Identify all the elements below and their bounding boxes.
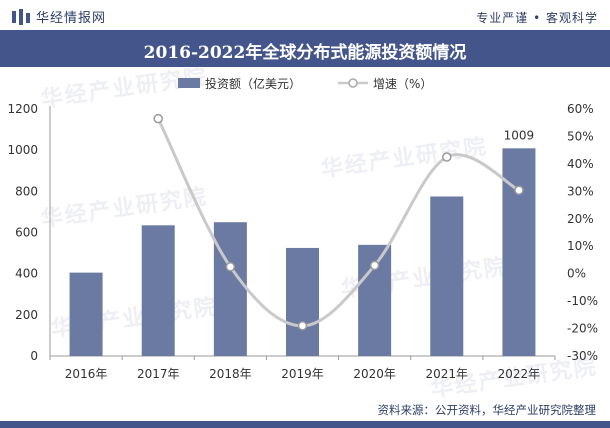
source-note: 资料来源：公开资料，华经产业研究院整理 bbox=[377, 403, 597, 417]
y-right-tick-label: 0% bbox=[567, 267, 586, 281]
y-left-tick-label: 200 bbox=[15, 308, 38, 322]
logo-icon bbox=[12, 8, 30, 25]
bar bbox=[430, 196, 464, 356]
chart-title: 2016-2022年全球分布式能源投资额情况 bbox=[143, 43, 467, 63]
growth-point bbox=[297, 321, 308, 331]
bar bbox=[502, 148, 536, 356]
chart-area: 投资额（亿美元） 增速（%） 0 200 400 600 800 1000 1200 -30% -2… bbox=[7, 76, 598, 381]
x-tick-label: 2019年 bbox=[281, 367, 324, 381]
bar bbox=[213, 222, 247, 356]
top-bar: 华经情报网 专业严谨 • 客观科学 bbox=[0, 0, 610, 30]
y-left-tick-label: 600 bbox=[15, 226, 38, 240]
y-left-tick-label: 800 bbox=[15, 184, 38, 198]
legend-label: 增速（%） bbox=[373, 77, 432, 91]
x-tick-label: 2018年 bbox=[209, 367, 252, 381]
growth-point bbox=[153, 113, 163, 124]
tagline: 专业严谨 • 客观科学 bbox=[476, 11, 598, 25]
growth-point bbox=[225, 262, 236, 272]
brand-logo: 华经情报网 bbox=[12, 7, 106, 26]
y-right-tick-label: -20% bbox=[567, 322, 598, 336]
y-left-tick-label: 1200 bbox=[7, 102, 38, 116]
x-tick-label: 2020年 bbox=[353, 367, 396, 381]
y-right-tick-label: 10% bbox=[567, 239, 594, 253]
y-right-tick-label: 20% bbox=[567, 212, 594, 226]
title-bar: 2016-2022年全球分布式能源投资额情况 bbox=[0, 30, 610, 67]
bar bbox=[141, 225, 175, 356]
legend-label: 投资额（亿美元） bbox=[205, 76, 301, 91]
y-left-tick-label: 0 bbox=[30, 349, 38, 363]
bar bbox=[286, 247, 319, 356]
y-right-tick-label: -30% bbox=[567, 349, 598, 363]
y-right-tick-label: 50% bbox=[567, 129, 594, 143]
legend-bar-swatch bbox=[178, 78, 200, 88]
legend-line-marker bbox=[348, 78, 358, 88]
growth-point bbox=[514, 185, 524, 195]
growth-point bbox=[442, 152, 452, 162]
y-right-tick-label: -10% bbox=[567, 294, 598, 308]
brand-name: 华经情报网 bbox=[36, 11, 107, 26]
footer-bar bbox=[0, 421, 610, 428]
y-right-tick-label: 40% bbox=[567, 157, 594, 171]
x-tick-label: 2021年 bbox=[426, 367, 469, 381]
growth-point bbox=[369, 260, 380, 271]
x-tick-label: 2017年 bbox=[137, 367, 180, 381]
y-right-tick-label: 60% bbox=[567, 102, 594, 116]
data-label: 1009 bbox=[504, 128, 535, 142]
growth-line bbox=[156, 117, 520, 328]
x-tick-label: 2016年 bbox=[65, 367, 108, 381]
y-left-tick-label: 1000 bbox=[7, 143, 38, 157]
bar bbox=[69, 272, 103, 356]
y-left-tick-label: 400 bbox=[15, 267, 38, 281]
x-tick-label: 2022年 bbox=[498, 367, 541, 381]
y-right-tick-label: 30% bbox=[567, 184, 594, 198]
